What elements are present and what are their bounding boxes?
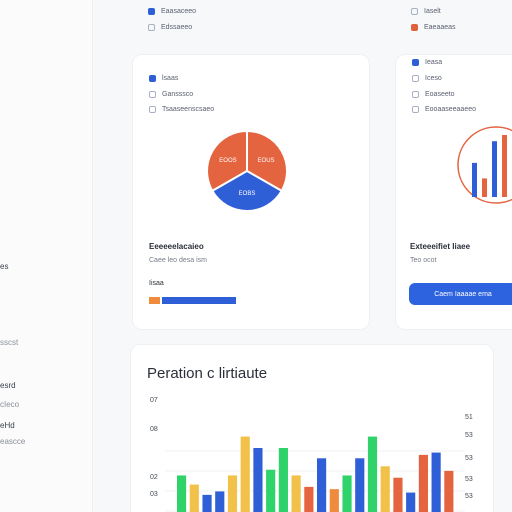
chart-bar — [380, 466, 390, 512]
y-tick-right-3: 53 — [465, 455, 473, 462]
left-summary-card: lsaas Gansssco Tsaaseenscsaeo EOOS EOUS EO… — [132, 54, 370, 330]
left-card-title: Eeeeeelacaieo — [149, 242, 204, 251]
checkbox-icon[interactable] — [148, 8, 155, 15]
checkbox-icon[interactable] — [412, 91, 419, 98]
right-card-title: Exteeeifiet Iiaee — [410, 242, 471, 251]
row-label: lsaas — [162, 75, 179, 82]
y-tick-left-3: 02 — [150, 474, 158, 481]
chart-bar — [177, 475, 187, 512]
chart-bar — [393, 477, 403, 512]
checkbox-icon[interactable] — [412, 59, 419, 66]
chart-bar — [355, 458, 365, 512]
chart-bar — [342, 475, 352, 512]
chart-bar — [278, 448, 288, 512]
right-row-4[interactable]: Eooaaseeaaeeo — [412, 106, 476, 113]
right-summary-card: Ieasa Iceso Eoaseeto Eooaaseeaaeeo Extee… — [395, 54, 512, 330]
mini-chart-bar — [502, 135, 507, 197]
chart-bar — [329, 489, 339, 512]
row-label: Tsaaseenscsaeo — [162, 106, 215, 113]
row-label: Ieasa — [425, 59, 443, 66]
y-tick-right-1: 51 — [465, 414, 473, 421]
row-label: Eooaaseeaaeeo — [425, 106, 476, 113]
checkbox-icon[interactable] — [412, 75, 419, 82]
progress-bar — [149, 297, 249, 304]
chart-bar — [227, 475, 238, 512]
chart-bar — [202, 494, 212, 512]
checkbox-icon[interactable] — [411, 8, 418, 15]
checkbox-icon[interactable] — [412, 106, 419, 113]
checkbox-icon[interactable] — [148, 24, 155, 31]
pie-slice-label: EOUS — [258, 158, 275, 164]
chart-bar — [215, 491, 225, 512]
chart-bar — [444, 470, 454, 512]
sidebar-item-5[interactable]: eHd — [0, 421, 15, 430]
right-top-row-1[interactable]: Iaselt — [411, 8, 441, 15]
y-tick-right-2: 53 — [465, 432, 473, 439]
mini-chart-bar — [472, 162, 477, 197]
chart-bar — [431, 452, 441, 512]
chart-bar — [304, 486, 314, 512]
checkbox-icon[interactable] — [411, 24, 418, 31]
pie-chart: EOOS EOUS EOBS — [206, 129, 288, 212]
chart-bar — [418, 454, 428, 512]
right-top-row-2[interactable]: Eaeaaeas — [411, 24, 456, 31]
left-row-3[interactable]: Tsaaseenscsaeo — [149, 106, 214, 113]
right-card-button[interactable]: Caem Iaaaae ema — [409, 283, 512, 305]
progress-label: Iisaa — [149, 280, 164, 287]
sidebar-item-6[interactable]: eascce — [0, 437, 26, 446]
left-row-1[interactable]: lsaas — [149, 75, 178, 82]
checkbox-icon[interactable] — [149, 106, 156, 113]
chart-bar — [189, 484, 199, 512]
checkbox-icon[interactable] — [149, 75, 156, 82]
chart-bar — [240, 436, 250, 512]
y-tick-right-5: 53 — [465, 493, 473, 500]
pie-slice — [210, 169, 284, 212]
mini-chart-ring — [457, 126, 512, 204]
y-tick-left-1: 07 — [150, 397, 158, 404]
chart-bar — [291, 475, 301, 512]
row-label: Gansssco — [162, 91, 194, 98]
sidebar-item-3[interactable]: esrd — [0, 381, 16, 390]
row-label: Iaselt — [424, 8, 441, 15]
row-label: Iceso — [425, 75, 442, 82]
left-top-row-2[interactable]: Edssaeeo — [148, 24, 192, 31]
chart-bar — [317, 458, 327, 512]
y-tick-left-4: 03 — [150, 491, 158, 498]
row-label: Eoaseeto — [425, 91, 455, 98]
chart-bar — [406, 492, 416, 512]
bottom-panel-title: Peration c lirtiaute — [147, 365, 268, 382]
chart-bar — [253, 448, 263, 512]
pie-slice-label: EOOS — [219, 158, 236, 164]
row-label: Eaasaceeo — [161, 8, 197, 15]
pie-slice-label: EOBS — [239, 191, 256, 197]
right-row-3[interactable]: Eoaseeto — [412, 91, 455, 98]
right-card-subtitle: Teo ocot — [410, 257, 437, 264]
y-tick-right-4: 53 — [465, 476, 473, 483]
sidebar: es sscst esrd cIeco eHd eascce — [0, 0, 93, 512]
progress-accent — [149, 297, 160, 304]
left-row-2[interactable]: Gansssco — [149, 91, 193, 98]
sidebar-item-1[interactable]: es — [0, 262, 9, 271]
bar-chart — [165, 436, 465, 512]
chart-bar — [367, 436, 378, 512]
checkbox-icon[interactable] — [149, 91, 156, 98]
progress-fill — [162, 297, 236, 304]
sidebar-item-4[interactable]: cIeco — [0, 400, 20, 409]
row-label: Edssaeeo — [161, 24, 193, 31]
mini-chart-bar — [482, 178, 487, 197]
left-card-subtitle: Caee leo desa ism — [149, 257, 207, 264]
mini-bar-chart — [457, 126, 512, 204]
y-tick-left-2: 08 — [150, 426, 158, 433]
right-row-2[interactable]: Iceso — [412, 75, 442, 82]
left-top-row-1[interactable]: Eaasaceeo — [148, 8, 196, 15]
right-row-1[interactable]: Ieasa — [412, 59, 442, 66]
row-label: Eaeaaeas — [424, 24, 456, 31]
chart-bar — [266, 469, 276, 512]
sidebar-item-2[interactable]: sscst — [0, 338, 19, 347]
mini-chart-bar — [492, 141, 497, 197]
